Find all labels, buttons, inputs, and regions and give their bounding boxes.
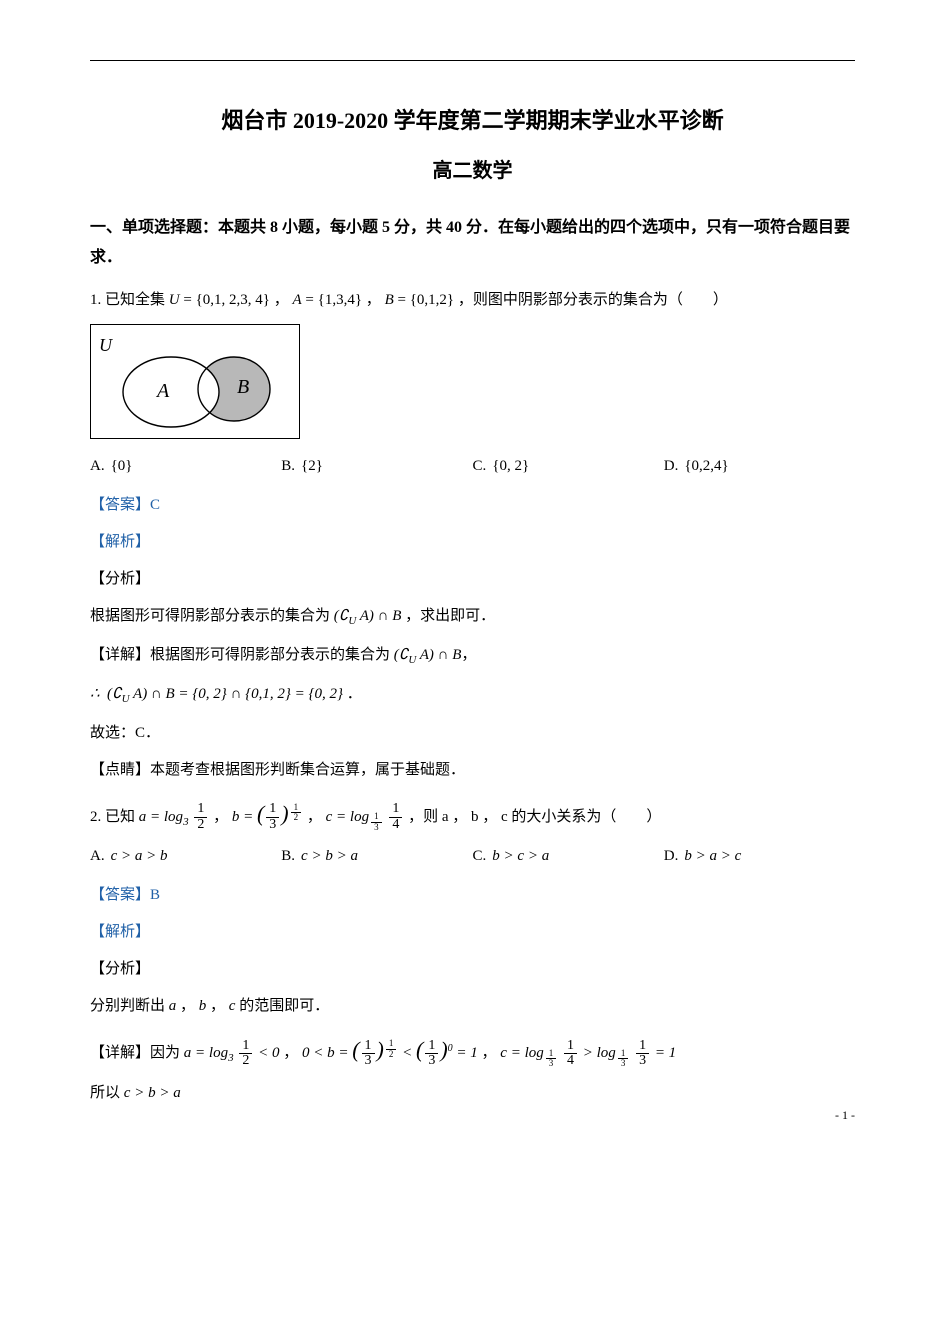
q1-number: 1. [90, 292, 101, 308]
conclusion-prefix: 所以 [90, 1085, 120, 1101]
q1-suffix: ，则图中阴影部分表示的集合为（ ） [458, 292, 728, 308]
venn-svg: A B [109, 337, 289, 437]
q1-fenxi: 根据图形可得阴影部分表示的集合为 (∁U A) ∩ B ，求出即可． [90, 603, 855, 632]
q2-a: a = log3 12 [139, 809, 210, 825]
q1-option-B: B.{2} [281, 453, 472, 480]
answer-label: 【答案】 [90, 887, 150, 903]
q2-fenxi: 分别判断出 a ， b ， c 的范围即可． [90, 993, 855, 1020]
detail-label: 【详解】 [90, 1045, 150, 1061]
q1-conclusion: 故选：C． [90, 720, 855, 747]
q2-answer: 【答案】B [90, 882, 855, 909]
page-subtitle: 高二数学 [90, 153, 855, 189]
dianjing-label: 【点睛】 [90, 762, 150, 778]
q1-detail-line2: ∴ (∁U A) ∩ B = {0, 2} ∩ {0,1, 2} = {0, 2… [90, 681, 855, 710]
page-footer: - 1 - [835, 1105, 855, 1127]
q2-detail: 【详解】因为 a = log3 12 < 0 ， 0 < b = (13)12 … [90, 1030, 855, 1070]
q1-option-C: C.{0, 2} [473, 453, 664, 480]
q2-option-B: B.c > b > a [281, 843, 472, 870]
answer-value: B [150, 887, 160, 903]
q1-A: A = {1,3,4} [293, 292, 363, 308]
q2-analysis-label: 【解析】 [90, 919, 855, 946]
comma-sep: ， [274, 292, 289, 308]
header-rule [90, 60, 855, 61]
q1-answer: 【答案】C [90, 492, 855, 519]
q1-fenxi-label: 【分析】 [90, 566, 855, 593]
venn-A-label: A [155, 380, 170, 402]
question-2: 2. 已知 a = log3 12 ， b = (13)12 ， c = log… [90, 794, 855, 1107]
q1-prefix: 已知全集 [105, 292, 165, 308]
q2-options: A.c > a > b B.c > b > a C.b > c > a D.b … [90, 843, 855, 870]
q2-option-D: D.b > a > c [664, 843, 855, 870]
page-title: 烟台市 2019-2020 学年度第二学期期末学业水平诊断 [90, 101, 855, 141]
q1-B: B = {0,1,2} [385, 292, 455, 308]
question-1: 1. 已知全集 U = {0,1, 2,3, 4} ， A = {1,3,4} … [90, 287, 855, 783]
q1-U: U = {0,1, 2,3, 4} [169, 292, 270, 308]
q2-detail-b: 0 < b = (13)12 < (13)0 = 1 [302, 1045, 478, 1061]
q2-b: b = (13)12 [232, 809, 303, 825]
q2-fenxi-label: 【分析】 [90, 956, 855, 983]
q2-detail-a: a = log3 12 < 0 [184, 1045, 280, 1061]
answer-value: C [150, 497, 160, 513]
q1-dianjing: 【点睛】本题考查根据图形判断集合运算，属于基础题． [90, 757, 855, 784]
q2-mid: ，则 a ， b ， c 的大小关系为（ ） [408, 809, 661, 825]
q1-stem: 1. 已知全集 U = {0,1, 2,3, 4} ， A = {1,3,4} … [90, 287, 855, 314]
comma-sep: ， [366, 292, 381, 308]
venn-diagram: U A B [90, 324, 300, 439]
q1-detail: 【详解】根据图形可得阴影部分表示的集合为 (∁U A) ∩ B， [90, 642, 855, 671]
q1-option-A: A.{0} [90, 453, 281, 480]
q2-c: c = log13 14 [326, 809, 405, 825]
q2-prefix: 已知 [105, 809, 135, 825]
q2-option-A: A.c > a > b [90, 843, 281, 870]
detail-label: 【详解】 [90, 647, 150, 663]
detail-prefix: 因为 [150, 1045, 180, 1061]
answer-label: 【答案】 [90, 497, 150, 513]
q2-number: 2. [90, 809, 101, 825]
q1-analysis-label: 【解析】 [90, 529, 855, 556]
section-heading: 一、单项选择题：本题共 8 小题，每小题 5 分，共 40 分．在每小题给出的四… [90, 213, 855, 274]
venn-B-label: B [237, 376, 249, 398]
q2-stem: 2. 已知 a = log3 12 ， b = (13)12 ， c = log… [90, 794, 855, 834]
dianjing-text: 本题考查根据图形判断集合运算，属于基础题． [150, 762, 465, 778]
q2-detail-c: c = log13 14 > log13 13 = 1 [500, 1045, 676, 1061]
q1-options: A.{0} B.{2} C.{0, 2} D.{0,2,4} [90, 453, 855, 480]
q2-option-C: C.b > c > a [473, 843, 664, 870]
q2-conclusion: 所以 c > b > a [90, 1080, 855, 1107]
q1-option-D: D.{0,2,4} [664, 453, 855, 480]
